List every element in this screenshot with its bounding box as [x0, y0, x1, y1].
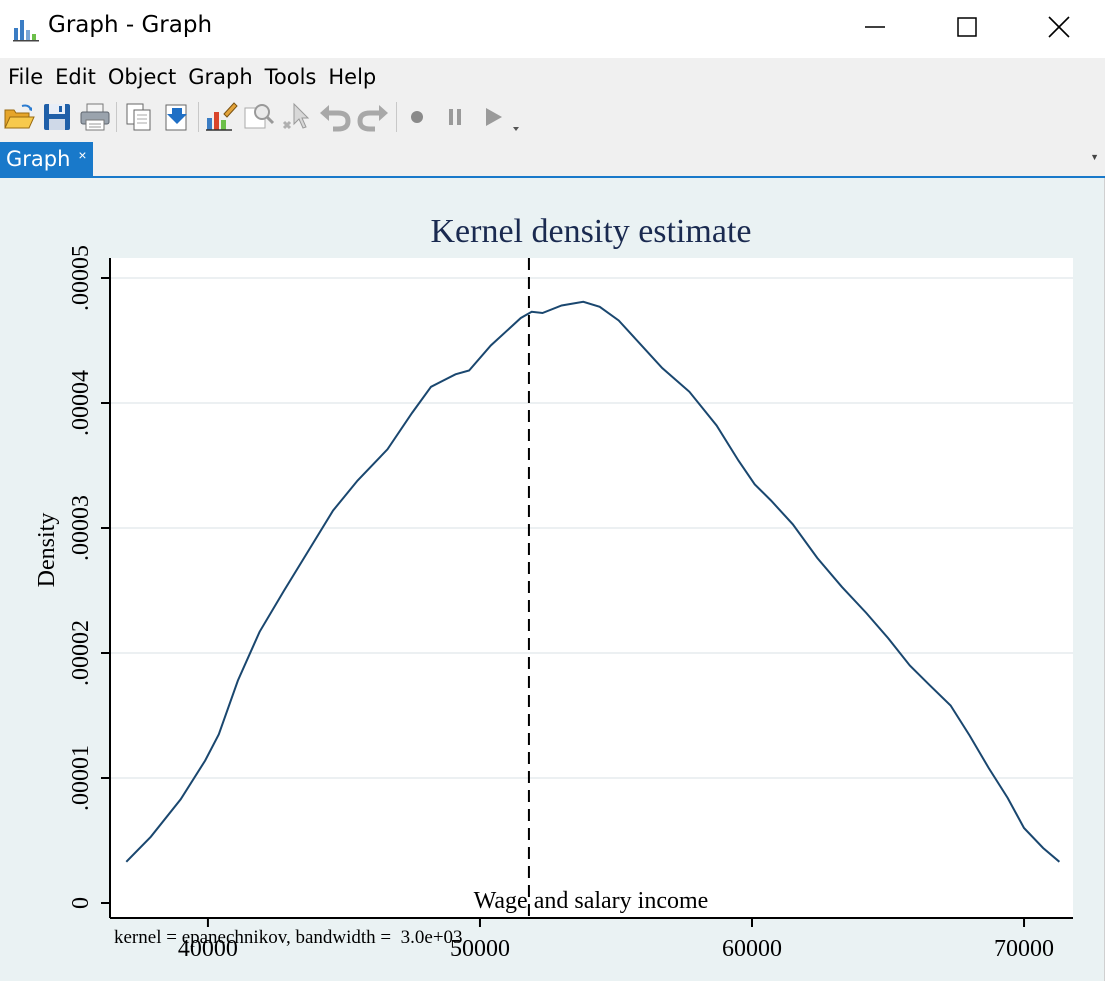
menu-tools[interactable]: Tools [264, 65, 317, 89]
plot-region [110, 258, 1073, 918]
copy-icon[interactable] [122, 100, 156, 134]
record-icon[interactable] [400, 100, 434, 134]
zoom-icon[interactable] [242, 100, 276, 134]
x-tick-label: 50000 [450, 936, 510, 962]
stata-graph-app-icon [13, 20, 39, 42]
y-axis-label: Density [34, 513, 60, 588]
toolbar-separator [198, 102, 199, 132]
tab-label: Graph [6, 147, 71, 171]
x-tick-label: 70000 [994, 936, 1054, 962]
toolbar-separator [396, 102, 397, 132]
tab-close-icon[interactable]: × [78, 147, 87, 163]
export-icon[interactable] [160, 100, 194, 134]
play-dropdown-icon[interactable] [512, 126, 520, 132]
toolbar [0, 96, 1105, 142]
menu-bar: File Edit Object Graph Tools Help [0, 58, 1105, 96]
open-icon[interactable] [2, 100, 36, 134]
density-curve [125, 300, 1061, 863]
kernel-density-chart: 40000 50000 60000 70000 0 .00001 .00002 .00003.… [34, 213, 1073, 962]
menu-object[interactable]: Object [107, 65, 177, 89]
y-tick-label: .00005 [68, 245, 94, 311]
x-tick-label: 40000 [178, 936, 238, 962]
toolbar-separator [116, 102, 117, 132]
graph-canvas[interactable]: 40000 50000 60000 70000 0 .00001 .00002 .00003.… [0, 178, 1105, 981]
close-button[interactable] [1013, 0, 1105, 54]
minimize-button[interactable] [829, 0, 921, 54]
chart-title: Kernel density estimate [430, 213, 751, 250]
y-tick-label: .00001 [68, 745, 94, 811]
menu-file[interactable]: File [8, 65, 44, 89]
menu-edit[interactable]: Edit [55, 65, 96, 89]
y-tick-label: 0 [68, 897, 94, 909]
window-title: Graph - Graph [48, 12, 213, 38]
play-icon[interactable] [476, 100, 510, 134]
pointer-icon[interactable] [280, 100, 314, 134]
title-bar: Graph - Graph [0, 0, 1105, 54]
y-tick-label: .00004 [68, 370, 94, 436]
x-tick-label: 60000 [722, 936, 782, 962]
menu-help[interactable]: Help [328, 65, 377, 89]
grid-lines [110, 277, 1073, 779]
tab-graph[interactable]: Graph × [0, 142, 93, 176]
print-icon[interactable] [78, 100, 112, 134]
redo-icon[interactable] [356, 100, 390, 134]
maximize-icon [957, 17, 977, 37]
menu-graph[interactable]: Graph [188, 65, 253, 89]
close-icon [1048, 16, 1070, 38]
y-tick-label: .00002 [68, 620, 94, 686]
minimize-icon [865, 26, 885, 28]
tab-list-dropdown-icon[interactable]: ▼ [1090, 152, 1099, 162]
tab-strip: Graph × ▼ [0, 142, 1105, 178]
undo-icon[interactable] [318, 100, 352, 134]
y-tick-label: .00003 [68, 495, 94, 561]
save-icon[interactable] [40, 100, 74, 134]
pause-icon[interactable] [438, 100, 472, 134]
maximize-button[interactable] [921, 0, 1013, 54]
x-axis-label: Wage and salary income [474, 888, 709, 914]
chart-note: kernel = epanechnikov, bandwidth = 3.0e+… [114, 927, 463, 948]
axes: 40000 50000 60000 70000 0 .00001 .00002 .00003.… [68, 245, 1073, 962]
graph-editor-icon[interactable] [204, 100, 238, 134]
